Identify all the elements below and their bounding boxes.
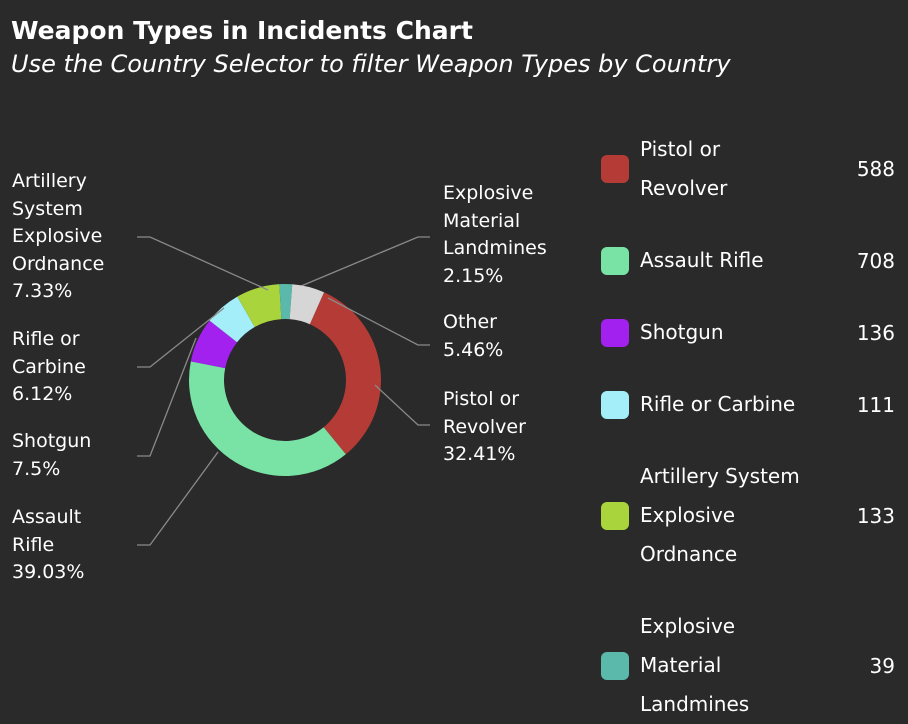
slice-name: Shotgun [12,430,92,452]
legend-count: 708 [856,248,895,273]
slice-name: Rifle or Carbine [12,328,86,378]
legend-count: 111 [856,392,895,417]
slice-name: Other [443,311,497,333]
leader-line [327,297,430,346]
slice-percent: 6.12% [12,383,73,405]
slice-name: Explosive Material Landmines [443,182,547,259]
legend-count: 136 [856,320,895,345]
slice-percent: 39.03% [12,561,85,583]
legend-swatch [601,390,629,419]
donut-slice [289,284,325,325]
donut-slice [190,320,238,369]
legend-item: Explosive Material Landmines 39 [601,607,901,724]
donut-slice [189,361,346,476]
legend-count: 39 [869,653,895,678]
legend-swatch [601,155,629,183]
slice-name: Artillery System Explosive Ordnance [12,170,105,275]
leader-line [293,236,430,290]
slice-label: Other 5.46% [443,309,555,364]
legend-swatch [601,318,629,347]
leader-line [137,236,269,291]
legend-label: Shotgun [640,320,724,344]
legend-swatch [601,651,629,680]
slice-percent: 2.15% [443,264,504,287]
donut-slice [209,296,255,343]
slice-label: Pistol or Revolver 32.41% [443,386,555,469]
slice-label: Explosive Material Landmines 2.15% [443,180,555,290]
slice-name: Assault Rifle [12,506,82,556]
legend-label: Assault Rifle [640,248,764,272]
legend: Pistol or Revolver 588 Assault Rifle 708 Sho… [601,130,901,724]
legend-label: Explosive Material Landmines [640,614,750,716]
slice-label: Assault Rifle 39.03% [12,504,124,587]
donut-slice [309,292,381,455]
chart [137,236,430,546]
slice-name: Pistol or Revolver [443,388,526,438]
slice-percent: 32.41% [443,443,516,465]
chart-subtitle: Use the Country Selector to filter Weapo… [11,50,731,78]
legend-item: Pistol or Revolver 588 [601,130,901,208]
slice-label: Artillery System Explosive Ordnance 7.33% [12,168,124,306]
legend-item: Artillery System Explosive Ordnance 133 [601,457,901,574]
legend-item: Shotgun 136 [601,313,901,352]
legend-item: Assault Rifle 708 [601,241,901,280]
donut-slice [237,284,282,328]
leader-line [374,384,430,426]
leader-line [137,307,225,368]
legend-label: Pistol or Revolver [640,137,728,200]
page: {"chart_data": {"type": "pie", "title": … [11,16,895,716]
legend-count: 133 [856,503,895,528]
leader-line [137,337,197,457]
chart-title: Weapon Types in Incidents Chart [11,16,473,45]
slice-percent: 7.33% [12,280,73,302]
legend-label: Artillery System Explosive Ordnance [640,464,800,566]
legend-swatch [601,501,629,530]
slice-percent: 5.46% [443,338,504,361]
slice-label: Shotgun 7.5% [12,428,124,483]
legend-label: Rifle or Carbine [640,392,796,416]
legend-swatch [601,246,629,275]
donut-slice [279,284,293,320]
legend-item: Rifle or Carbine 111 [601,385,901,424]
slice-percent: 7.5% [12,457,61,480]
legend-count: 588 [856,157,895,181]
leader-line [137,451,219,546]
slice-label: Rifle or Carbine 6.12% [12,326,124,409]
